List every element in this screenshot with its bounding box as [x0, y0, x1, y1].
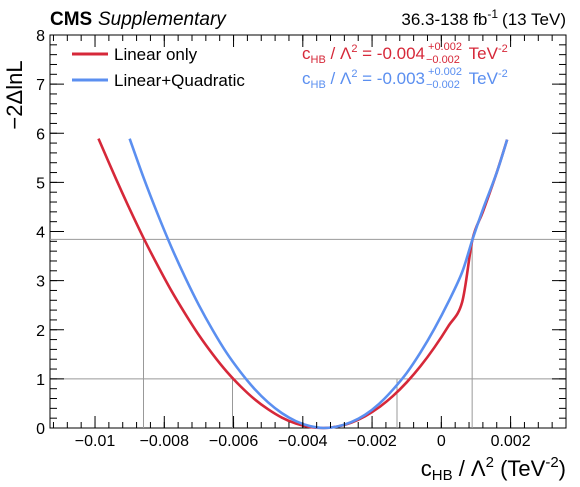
y-tick-label: 5	[36, 175, 45, 192]
axis-ticks	[50, 34, 567, 429]
result-linear-only: cHB / Λ2 = -0.004 +0.002 −0.002 TeV-2	[302, 41, 508, 66]
lumi-value: 36.3-138 fb	[401, 10, 487, 29]
y-tick-label: 7	[36, 77, 45, 94]
y-tick-label: 1	[36, 372, 45, 389]
y-axis-label: −2ΔlnL	[2, 60, 27, 129]
x-tick-label: −0.008	[140, 433, 189, 450]
x-tick-label: 0	[437, 433, 446, 450]
axis-tick-labels: −0.01 −0.008 −0.006 −0.004 −0.002 0 0.002 0 1 2 3 4…	[36, 28, 531, 450]
lumi-exponent: -1	[487, 7, 498, 21]
y-tick-label: 8	[36, 28, 45, 45]
x-tick-label: −0.002	[347, 433, 396, 450]
y-tick-label: 2	[36, 323, 45, 340]
y-tick-label: 3	[36, 274, 45, 291]
lumi-energy: (13 TeV)	[502, 10, 566, 29]
plot-frame	[49, 34, 567, 429]
x-tick-label: −0.004	[278, 433, 327, 450]
legend: Linear only Linear+Quadratic	[72, 45, 245, 90]
x-tick-label: −0.01	[75, 433, 116, 450]
supplementary-label: Supplementary	[98, 9, 227, 30]
lumi-label: 36.3-138 fb-1 (13 TeV)	[401, 7, 566, 29]
y-tick-label: 0	[36, 421, 45, 438]
legend-label-linear-only: Linear only	[114, 45, 198, 64]
y-tick-label: 4	[36, 225, 45, 242]
series-line-linear-quadratic	[128, 138, 509, 430]
result-linear-quadratic: cHB / Λ2 = -0.003 +0.002 −0.002 TeV-2	[302, 66, 508, 91]
x-axis-label: cHB / Λ2 (TeV-2)	[421, 454, 566, 484]
series-line-linear-only	[97, 138, 509, 430]
y-tick-label: 6	[36, 126, 45, 143]
legend-label-linear-quadratic: Linear+Quadratic	[114, 71, 245, 90]
x-tick-label: 0.002	[491, 433, 531, 450]
reference-lines	[50, 238, 566, 428]
curves	[97, 138, 509, 430]
cms-label: CMS	[50, 9, 92, 30]
x-tick-label: −0.006	[209, 433, 258, 450]
